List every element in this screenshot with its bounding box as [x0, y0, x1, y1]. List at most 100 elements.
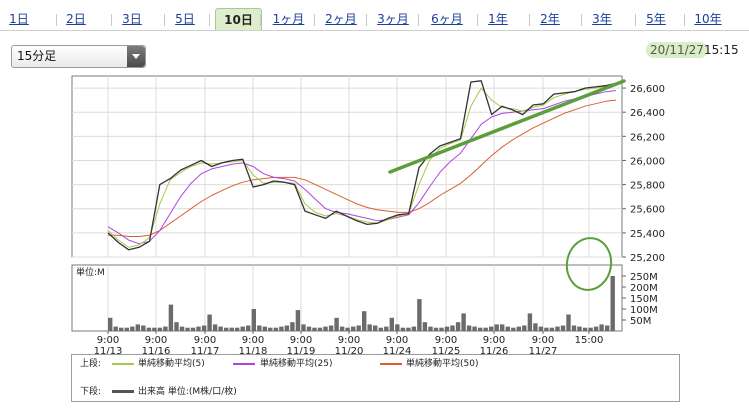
- tab-8[interactable]: 3ヶ月: [377, 12, 409, 26]
- tab-12[interactable]: 3年: [592, 12, 612, 26]
- volume-tick-label: 100M: [630, 305, 658, 316]
- date-tick-label: 11/25: [432, 346, 461, 357]
- tab-4[interactable]: 5日: [175, 12, 195, 26]
- volume-bar: [356, 325, 361, 331]
- time-tick-label: 9:00: [483, 335, 505, 346]
- price-tick-label: 26,600: [630, 84, 665, 95]
- volume-bar: [389, 317, 394, 331]
- volume-bar: [538, 326, 544, 331]
- legend-volume-label: 出来高 単位:(M株/口/枚): [138, 387, 237, 397]
- volume-bar: [566, 314, 571, 331]
- tab-underline: [0, 30, 749, 31]
- volume-bar: [201, 325, 207, 331]
- volume-unit-label: 単位:M: [76, 266, 105, 278]
- tab-3[interactable]: 3日: [122, 12, 142, 26]
- volume-bar: [455, 322, 461, 331]
- tab-14[interactable]: 10年: [694, 12, 722, 26]
- volume-bar: [400, 327, 406, 331]
- chevron-down-icon[interactable]: [127, 46, 145, 67]
- volume-bar: [190, 327, 196, 331]
- time-tick-label: 9:00: [242, 335, 264, 346]
- tab-6[interactable]: 1ヶ月: [272, 12, 305, 26]
- tab-separator: [209, 14, 210, 26]
- volume-bar: [323, 326, 328, 331]
- volume-bar: [152, 327, 157, 331]
- volume-tick-label: 50M: [630, 316, 651, 327]
- tab-separator: [418, 14, 419, 26]
- volume-bar: [251, 309, 256, 331]
- volume-bar: [312, 327, 317, 331]
- volume-bar: [522, 325, 527, 331]
- date-tick-label: 11/20: [335, 346, 364, 357]
- volume-bar: [527, 313, 533, 331]
- volume-bar: [262, 326, 267, 331]
- tab-1[interactable]: 1日: [9, 12, 29, 26]
- tab-2[interactable]: 2日: [66, 12, 86, 26]
- last-update-date: 20/11/27: [646, 42, 708, 58]
- price-tick-label: 26,200: [630, 132, 665, 143]
- volume-bar: [483, 327, 488, 331]
- volume-bar: [367, 324, 372, 331]
- volume-bar: [196, 326, 201, 331]
- volume-bar: [284, 325, 290, 331]
- volume-bar: [328, 325, 334, 331]
- volume-bar: [240, 326, 245, 331]
- volume-bar: [610, 276, 615, 331]
- tab-separator: [260, 14, 261, 26]
- tab-5[interactable]: 10日: [215, 8, 262, 31]
- date-tick-label: 11/19: [287, 346, 316, 357]
- volume-bar: [588, 327, 593, 331]
- volume-bar: [422, 322, 428, 331]
- volume-panel-frame: [71, 264, 623, 332]
- volume-bar: [339, 326, 345, 331]
- ma5-line: [107, 83, 617, 248]
- volume-bar: [174, 322, 179, 331]
- volume-bar: [351, 326, 356, 331]
- tab-separator: [366, 14, 367, 26]
- volume-bar: [571, 325, 577, 331]
- price-line: [107, 80, 617, 251]
- volume-bar: [157, 327, 163, 331]
- volume-bar: [439, 327, 444, 331]
- volume-bar: [185, 327, 190, 331]
- volume-bar: [395, 324, 400, 331]
- volume-bar: [450, 325, 455, 331]
- volume-bar: [500, 324, 505, 331]
- tab-13[interactable]: 5年: [646, 12, 666, 26]
- price-tick-label: 25,800: [630, 181, 665, 192]
- volume-bar: [582, 327, 588, 331]
- price-tick-label: 26,000: [630, 156, 665, 167]
- volume-tick-label: 200M: [630, 283, 658, 294]
- volume-bar: [555, 326, 560, 331]
- volume-bar: [135, 324, 140, 331]
- tab-11[interactable]: 2年: [540, 12, 560, 26]
- tab-7[interactable]: 2ヶ月: [325, 12, 357, 26]
- tab-9[interactable]: 6ヶ月: [431, 12, 463, 26]
- tab-separator: [111, 14, 112, 26]
- volume-bar: [179, 326, 185, 331]
- volume-bar: [218, 326, 223, 331]
- volume-bar: [306, 326, 312, 331]
- interval-select[interactable]: 15分足: [11, 45, 146, 68]
- volume-tick-label: 150M: [630, 294, 658, 305]
- tab-separator: [684, 14, 685, 26]
- chart-legend: 上段: 単純移動平均(5) 単純移動平均(25) 単純移動平均(50) 下段: …: [71, 354, 680, 402]
- time-tick-label: 9:00: [532, 335, 554, 346]
- legend-ma50-label: 単純移動平均(50): [406, 359, 479, 369]
- tab-10[interactable]: 1年: [488, 12, 508, 26]
- price-tick-label: 26,400: [630, 108, 665, 119]
- legend-ma50-swatch: [380, 363, 402, 365]
- volume-bar: [119, 327, 124, 331]
- volume-bar: [279, 326, 284, 331]
- price-tick-label: 25,400: [630, 229, 665, 240]
- volume-bar: [428, 326, 433, 331]
- volume-bar: [599, 324, 604, 331]
- volume-bar: [273, 327, 279, 331]
- volume-bar: [544, 327, 549, 331]
- volume-bar: [124, 327, 129, 331]
- volume-bar: [466, 325, 472, 331]
- volume-bar: [373, 325, 378, 331]
- volume-bar: [494, 324, 499, 331]
- ma25-line: [107, 90, 617, 245]
